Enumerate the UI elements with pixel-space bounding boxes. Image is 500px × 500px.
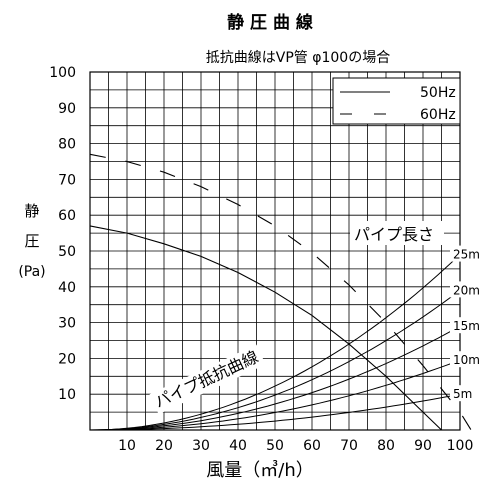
y-tick-label: 100 [49, 65, 76, 81]
resistance-group-label-bg [149, 344, 266, 415]
x-tick-label: 100 [447, 438, 474, 454]
x-tick-label: 20 [155, 438, 173, 454]
x-tick-label: 40 [229, 438, 247, 454]
y-tick-label: 50 [58, 244, 76, 260]
y-axis-label-1: 静 [24, 202, 39, 220]
legend-label-50hz: 50Hz [420, 85, 456, 101]
resistance-curve-10m [90, 359, 461, 431]
fan-curves [89, 153, 472, 431]
pipe-length-label: パイプ長さ [354, 225, 434, 244]
resistance-curve-15m [90, 325, 461, 431]
y-axis-label-2: 圧 [24, 232, 39, 250]
grid [90, 72, 460, 430]
x-tick-label: 80 [377, 438, 395, 454]
x-tick-label: 90 [414, 438, 432, 454]
y-tick-labels: 10 20 30 40 50 60 70 80 90 100 [49, 65, 76, 403]
y-tick-label: 90 [58, 101, 76, 117]
x-tick-labels: 10 20 30 40 50 60 70 80 90 100 [118, 438, 473, 454]
resistance-curve-25m [89, 254, 461, 431]
x-axis-label: 風量（㎥/h） [206, 460, 313, 481]
resistance-label-bg [450, 317, 486, 334]
resistance-label-bg [450, 385, 486, 402]
x-tick-label: 30 [192, 438, 210, 454]
x-tick-label: 10 [118, 438, 136, 454]
resistance-curve-label-10m: 10m [453, 353, 480, 367]
resistance-label-bg [450, 245, 486, 262]
chart-subtitle: 抵抗曲線はVP管 φ100の場合 [206, 50, 390, 66]
resistance-curves: 25m 20m 15m 10m 5m [89, 245, 486, 431]
y-tick-label: 60 [58, 208, 76, 224]
y-tick-label: 80 [58, 137, 76, 153]
resistance-curve-label-15m: 15m [453, 319, 480, 333]
legend: 50Hz 60Hz [332, 77, 461, 125]
y-tick-label: 10 [58, 387, 76, 403]
y-tick-label: 30 [58, 316, 76, 332]
y-tick-label: 20 [58, 351, 76, 367]
resistance-curve-label-25m: 25m [453, 248, 480, 262]
series-line-50Hz [89, 225, 442, 431]
y-tick-label: 70 [58, 172, 76, 188]
resistance-group-label: パイプ抵抗曲線 [152, 347, 262, 412]
resistance-curve-20m [89, 289, 461, 431]
resistance-curve-label-5m: 5m [453, 387, 472, 401]
y-tick-label: 40 [58, 280, 76, 296]
resistance-curve-label-20m: 20m [453, 283, 480, 297]
x-tick-label: 50 [266, 438, 284, 454]
x-tick-label: 70 [340, 438, 358, 454]
chart-title: 静 圧 曲 線 [227, 12, 313, 33]
legend-box [332, 77, 461, 125]
y-axis-label-3: (Pa) [18, 264, 45, 280]
pipe-length-label-bg [350, 221, 444, 245]
resistance-label-bg [450, 281, 486, 298]
resistance-label-bg [450, 351, 486, 368]
resistance-curve-5m [90, 393, 461, 431]
legend-label-60hz: 60Hz [420, 107, 456, 123]
x-tick-label: 60 [303, 438, 321, 454]
series-line-60Hz [89, 153, 472, 431]
